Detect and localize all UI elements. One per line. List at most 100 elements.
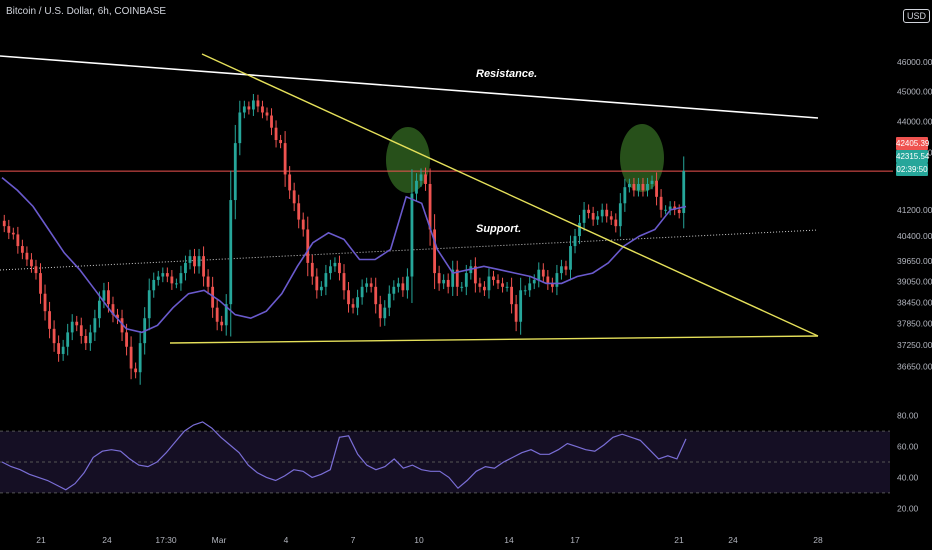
candle (369, 283, 373, 287)
highlight-ellipse (620, 124, 664, 192)
candle (274, 127, 278, 141)
candle (537, 269, 541, 280)
y-tick-label: 44000.00 (897, 117, 932, 127)
candle (519, 290, 523, 322)
y-tick-label: 40400.00 (897, 231, 932, 241)
candle (193, 256, 196, 267)
candle (378, 304, 382, 319)
candle (261, 106, 264, 113)
resistance-line (0, 55, 819, 119)
x-tick-label: 21 (36, 535, 46, 545)
candle (179, 273, 183, 284)
y-tick-label: 41200.00 (897, 205, 932, 215)
candle (541, 269, 545, 277)
candle (97, 300, 101, 319)
candle (197, 256, 201, 267)
x-tick-label: 24 (728, 535, 738, 545)
candle (34, 266, 38, 274)
x-tick-label: 10 (414, 535, 424, 545)
candle (206, 276, 210, 287)
candle (514, 304, 518, 322)
candle (532, 279, 536, 284)
y-tick-label: 37850.00 (897, 319, 932, 329)
candle (229, 200, 233, 305)
candle (383, 307, 387, 319)
candle (116, 314, 119, 319)
candle (84, 335, 88, 344)
candle (7, 226, 11, 233)
candle (111, 304, 115, 315)
candle (428, 183, 432, 230)
x-tick-label: 14 (504, 535, 514, 545)
y-tick-label: 39650.00 (897, 256, 932, 266)
candle (677, 209, 681, 214)
x-tick-label: 7 (351, 535, 356, 545)
candle (455, 269, 459, 287)
candle (279, 140, 282, 144)
candle (301, 219, 305, 230)
rsi-line (1, 421, 687, 491)
candle (446, 279, 450, 287)
candle (618, 203, 622, 227)
y-tick-label: 45000.00 (897, 86, 932, 96)
candle (564, 266, 568, 270)
candle (587, 209, 591, 214)
candle (609, 216, 613, 220)
candle (125, 332, 128, 347)
candle (242, 106, 246, 113)
x-tick-label: 4 (284, 535, 289, 545)
candle (66, 332, 70, 347)
candle (392, 286, 396, 294)
candle (401, 283, 405, 291)
candle (238, 112, 242, 144)
currency-button[interactable]: USD (903, 9, 931, 23)
candle (528, 283, 532, 291)
candle (637, 183, 640, 191)
candle (324, 273, 328, 287)
candle (356, 297, 359, 308)
candle (510, 286, 514, 305)
candle (70, 321, 74, 333)
candle (156, 276, 160, 280)
candle (107, 290, 110, 305)
candle (424, 174, 427, 184)
candle (306, 229, 310, 263)
candle (406, 276, 409, 291)
candle (30, 259, 33, 267)
candle (659, 196, 663, 210)
candle (623, 187, 627, 204)
candle (147, 290, 151, 319)
candle (2, 220, 6, 227)
candle (487, 276, 491, 291)
candle (39, 273, 42, 294)
candle (283, 143, 287, 175)
candle (555, 273, 559, 287)
candle (188, 256, 192, 263)
current-price-tag: 42315.54 (896, 150, 930, 163)
bar-timer-tag: 02:39:50 (896, 163, 928, 176)
y-tick-label: 39050.00 (897, 277, 932, 287)
highlight-ellipse (386, 127, 430, 193)
candle (492, 276, 495, 280)
candle (11, 232, 15, 235)
x-tick-label: 24 (102, 535, 112, 545)
candle (478, 283, 482, 287)
support-annotation: Support. (476, 223, 522, 235)
candle (329, 266, 332, 274)
candle (315, 276, 319, 291)
candle (483, 286, 486, 291)
support-trendline (169, 335, 819, 344)
candle (360, 286, 364, 298)
candle (342, 273, 346, 291)
moving-average-line (1, 176, 687, 334)
candle (646, 183, 649, 191)
candle (211, 286, 215, 308)
candle (20, 246, 24, 253)
candle (310, 262, 314, 277)
candle (460, 286, 464, 288)
candle (550, 283, 554, 287)
candle (496, 279, 500, 284)
candle (43, 293, 47, 312)
candle (129, 346, 133, 369)
